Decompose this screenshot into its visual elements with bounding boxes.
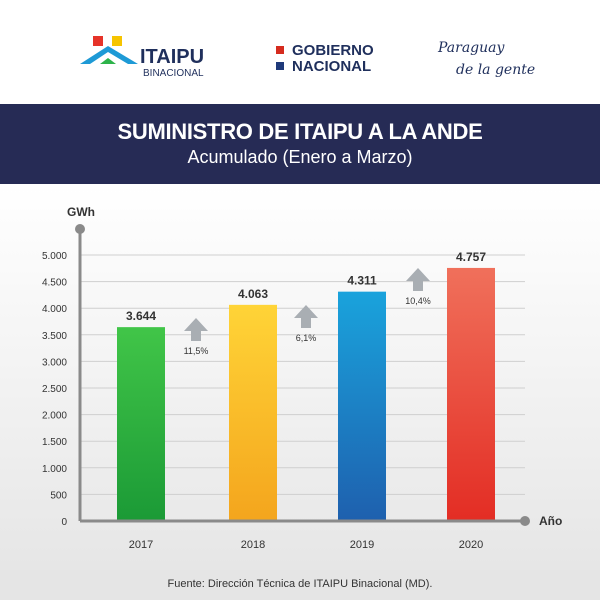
y-tick-label: 2.000 [42,411,67,422]
bars-layer [117,267,495,521]
header-logos: ITAIPU BINACIONAL GOBIERNO NACIONAL Para… [0,0,600,104]
x-tick-label: 2018 [241,539,265,551]
title-band [0,104,600,184]
paraguay-logo: Paraguay de la gente [437,40,535,78]
bar-2018 [229,304,277,521]
chart-area [0,184,600,570]
paraguay-line1: Paraguay [437,40,506,56]
growth-arrow-icon [294,305,318,328]
growth-arrows-layer [184,268,430,341]
footer-source: Fuente: Dirección Técnica de ITAIPU Bina… [167,578,433,590]
y-axis-title: GWh [67,205,95,219]
x-tick-label: 2017 [129,539,153,551]
growth-label: 10,4% [405,296,431,306]
y-tick-label: 0 [61,517,67,528]
itaipu-logo-blue-shape [80,46,138,64]
x-tick-label: 2020 [459,539,483,551]
gobierno-line1: GOBIERNO [292,42,374,59]
y-tick-label: 1.000 [42,464,67,475]
itaipu-logo-red-square [93,36,103,46]
logos-svg: ITAIPU BINACIONAL GOBIERNO NACIONAL Para… [80,36,535,79]
y-tick-label: 2.500 [42,384,67,395]
bar-value-label: 3.644 [126,309,156,323]
y-axis-end-dot [75,224,85,234]
chart-subtitle: Acumulado (Enero a Marzo) [187,147,413,167]
footer [0,570,600,600]
bar-2020 [447,267,495,521]
bar-value-label: 4.757 [456,250,486,264]
itaipu-logo-yellow-square [112,36,122,46]
labels-layer: 0 500 1.000 1.500 2.000 2.500 3.000 3.500 4.000 4… [42,205,562,551]
gobierno-line2: NACIONAL [292,58,371,75]
x-axis-title: Año [539,514,562,528]
y-tick-label: 1.500 [42,437,67,448]
x-tick-label: 2019 [350,539,374,551]
chart-title: SUMINISTRO DE ITAIPU A LA ANDE [117,119,483,144]
paraguay-line2: de la gente [456,62,535,78]
y-tick-label: 4.000 [42,304,67,315]
axes-layer [75,224,530,526]
itaipu-name: ITAIPU [140,46,204,68]
y-tick-label: 3.500 [42,331,67,342]
y-tick-label: 500 [50,490,67,501]
y-tick-label: 5.000 [42,251,67,262]
gobierno-blue-square [276,62,284,70]
bar-2019 [338,291,386,521]
x-axis-end-dot [520,516,530,526]
gobierno-red-square [276,46,284,54]
growth-label: 11,5% [184,346,209,356]
itaipu-logo: ITAIPU BINACIONAL [80,36,204,79]
y-tick-label: 3.000 [42,357,67,368]
y-tick-label: 4.500 [42,278,67,289]
gobierno-logo: GOBIERNO NACIONAL [276,42,374,75]
growth-arrow-icon [184,318,208,341]
itaipu-logo-green-shape [100,58,116,64]
growth-label: 6,1% [296,333,317,343]
growth-arrow-icon [406,268,430,291]
bar-2017 [117,327,165,521]
itaipu-sub: BINACIONAL [143,68,204,79]
bar-value-label: 4.311 [347,274,377,288]
bar-value-label: 4.063 [238,287,268,301]
